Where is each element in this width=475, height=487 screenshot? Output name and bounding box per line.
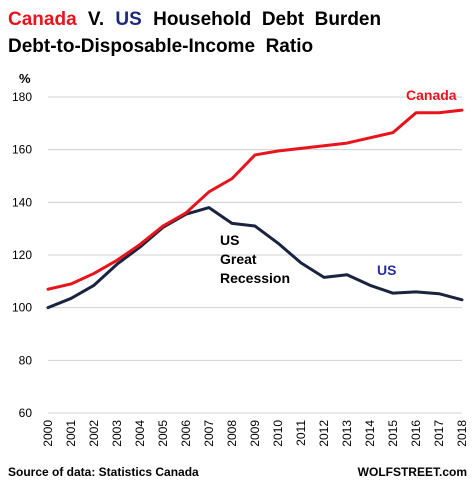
x-tick-label: 2007 (202, 420, 216, 447)
x-tick-label: 2001 (64, 420, 78, 447)
x-tick-label: 2014 (363, 420, 377, 447)
x-tick-label: 2013 (340, 420, 354, 447)
x-tick-label: 2015 (386, 420, 400, 447)
chart-subtitle: Debt-to-Disposable-Income Ratio (8, 36, 313, 57)
x-tick-label: 2002 (87, 420, 101, 447)
source-note: Source of data: Statistics Canada (8, 465, 199, 479)
grid-layer (48, 96, 462, 414)
x-tick-label: 2005 (156, 420, 170, 447)
recession-label-line2: Great (220, 251, 257, 267)
x-tick-label: 2010 (271, 420, 285, 447)
title-versus: V. (88, 9, 104, 30)
x-tick-label: 2000 (41, 420, 55, 447)
series-line-canada (46, 108, 464, 291)
recession-label-line1: US (220, 232, 239, 248)
us-series-label: US (377, 262, 396, 278)
y-axis-label: % (19, 71, 31, 86)
y-tick-label: 160 (12, 143, 32, 157)
y-tick-label: 180 (12, 90, 32, 104)
x-tick-label: 2018 (455, 420, 469, 447)
y-tick-labels: 60 80 100 120 140 160 180 (12, 90, 32, 420)
title-rest: Household Debt Burden (153, 9, 381, 30)
x-tick-label: 2011 (294, 420, 308, 446)
credit-note: WOLFSTREET.com (358, 465, 467, 479)
title-us: US (115, 9, 141, 30)
x-tick-label: 2008 (225, 420, 239, 447)
y-tick-label: 140 (12, 195, 32, 209)
y-tick-label: 100 (12, 301, 32, 315)
x-tick-label: 2016 (409, 420, 423, 447)
y-tick-label: 80 (19, 353, 33, 367)
x-tick-label: 2012 (317, 420, 331, 447)
x-tick-label: 2006 (179, 420, 193, 447)
chart-title: Canada V. US Household Debt Burden (8, 9, 381, 30)
title-canada: Canada (8, 9, 77, 30)
y-tick-label: 120 (12, 248, 32, 262)
series-line-us (46, 206, 464, 310)
recession-label-line3: Recession (220, 270, 290, 286)
x-tick-labels: 2000 2001 2002 2003 2004 2005 2006 2007 2008 2009… (41, 420, 469, 447)
canada-series-label: Canada (406, 87, 457, 103)
x-tick-label: 2017 (432, 420, 446, 447)
series-layer (46, 108, 464, 310)
x-tick-label: 2003 (110, 420, 124, 447)
x-tick-label: 2004 (133, 420, 147, 447)
y-tick-label: 60 (19, 406, 33, 420)
x-tick-label: 2009 (248, 420, 262, 447)
